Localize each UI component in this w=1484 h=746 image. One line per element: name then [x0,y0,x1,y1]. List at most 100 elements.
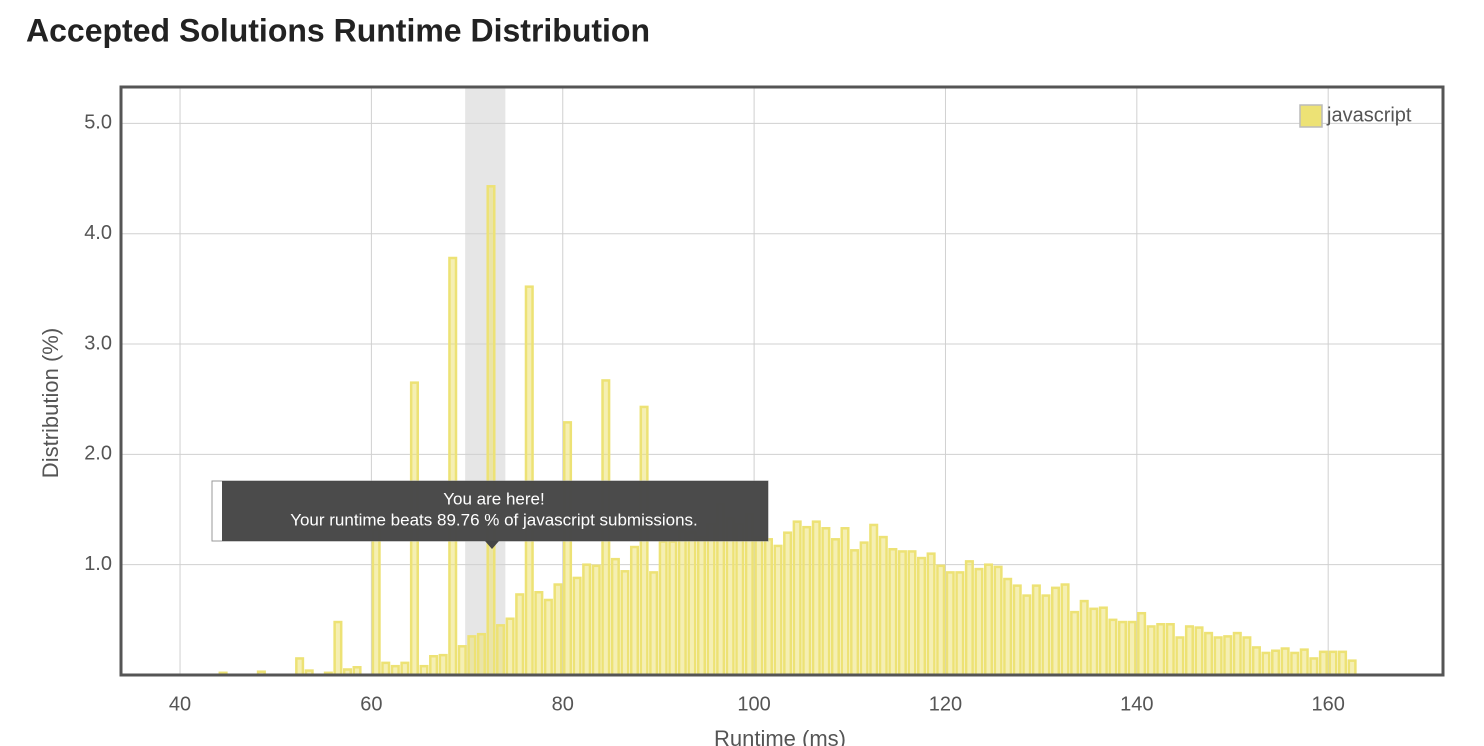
histogram-bar [1146,625,1156,677]
histogram-bar [936,564,946,677]
histogram-bar [649,571,659,677]
histogram-bar [945,571,955,677]
histogram-bar [496,624,506,677]
histogram-bar [1098,606,1108,677]
histogram-bar [907,550,917,677]
histogram-bar [773,544,783,677]
histogram-bar [706,522,716,677]
y-axis-label: Distribution (%) [38,328,63,478]
histogram-bar [811,520,821,677]
histogram-bar [515,593,525,677]
histogram-bar [486,185,496,677]
x-tick-label: 40 [169,693,191,715]
histogram-bar [802,525,812,677]
histogram-bar [792,520,802,677]
histogram-bar [830,538,840,677]
histogram-bar [840,527,850,677]
histogram-bar [926,552,936,677]
chart-title: Accepted Solutions Runtime Distribution [26,12,650,48]
histogram-bar [763,538,773,677]
tooltip-box [222,481,768,541]
histogram-bar [1079,599,1089,677]
histogram-bar [1338,650,1348,677]
histogram-bar [1060,583,1070,677]
histogram-bar [869,523,879,677]
histogram-bar [1022,594,1032,677]
histogram-bar [1280,647,1290,677]
histogram-bar [783,531,793,677]
histogram-bar [371,528,381,677]
histogram-bar [955,571,965,677]
histogram-bar [1232,631,1242,677]
histogram-bar [295,657,305,677]
histogram-bar [687,531,697,677]
y-tick-label: 4.0 [84,222,112,244]
histogram-bar [333,620,343,677]
histogram-bar [1328,650,1338,677]
histogram-bar [1271,649,1281,677]
plot-frame [119,85,1445,677]
x-tick-label: 120 [929,693,962,715]
y-tick-label: 3.0 [84,332,112,354]
histogram-bar [476,632,486,677]
x-tick-label: 100 [737,693,770,715]
histogram-bar [821,527,831,677]
histogram-bar [677,530,687,677]
histogram-bar [725,517,735,677]
histogram-bar [610,557,620,677]
highlight-band [465,87,506,675]
histogram-bar [668,540,678,677]
histogram-bar [754,535,764,677]
histogram-bar [1165,623,1175,677]
histogram-bar [572,576,582,677]
histogram-bar [964,560,974,677]
legend-swatch [1299,104,1323,128]
histogram-bar [505,617,515,677]
histogram-bar [1041,594,1051,677]
tooltip-line: Your runtime beats 89.76 % of javascript… [290,510,698,529]
histogram-bar [1127,620,1137,677]
histogram-bar [543,598,553,677]
histogram-bar [457,645,467,677]
histogram-bar [438,653,448,677]
histogram-bar [658,540,668,677]
histogram-bar [696,535,707,677]
histogram-bar [1299,648,1309,677]
histogram-bar [1194,626,1204,677]
histogram-bar [620,570,630,677]
histogram-bar [917,556,927,677]
histogram-bar [1184,625,1194,677]
histogram-bar [381,661,391,677]
histogram-bar [629,545,640,677]
histogram-bar [1318,650,1328,677]
histogram-bar [1070,610,1080,677]
histogram-bar [1031,584,1041,677]
histogram-bar [897,550,907,677]
x-tick-label: 140 [1120,693,1153,715]
histogram-bar [553,583,563,677]
legend-label: javascript [1326,104,1412,126]
histogram-bar [974,567,984,677]
histogram-bar [1003,577,1013,677]
histogram-bar [859,541,869,677]
histogram-bar [582,563,592,677]
histogram-bar [400,661,410,677]
histogram-bar [983,563,994,677]
histogram-bar [850,549,860,677]
histogram-bar [1137,611,1147,677]
x-tick-label: 80 [552,693,574,715]
histogram-bar [429,654,439,677]
x-tick-label: 60 [360,693,382,715]
histogram-bar [1012,584,1022,677]
x-tick-label: 160 [1311,693,1344,715]
histogram-bar [1347,659,1357,677]
histogram-bar [467,635,477,677]
tooltip-line: You are here! [443,489,544,508]
histogram-bar [1204,631,1214,677]
histogram-bar [888,547,898,677]
histogram-bar [1117,620,1128,677]
histogram-bar [1290,651,1300,677]
histogram-bar [1156,623,1166,677]
